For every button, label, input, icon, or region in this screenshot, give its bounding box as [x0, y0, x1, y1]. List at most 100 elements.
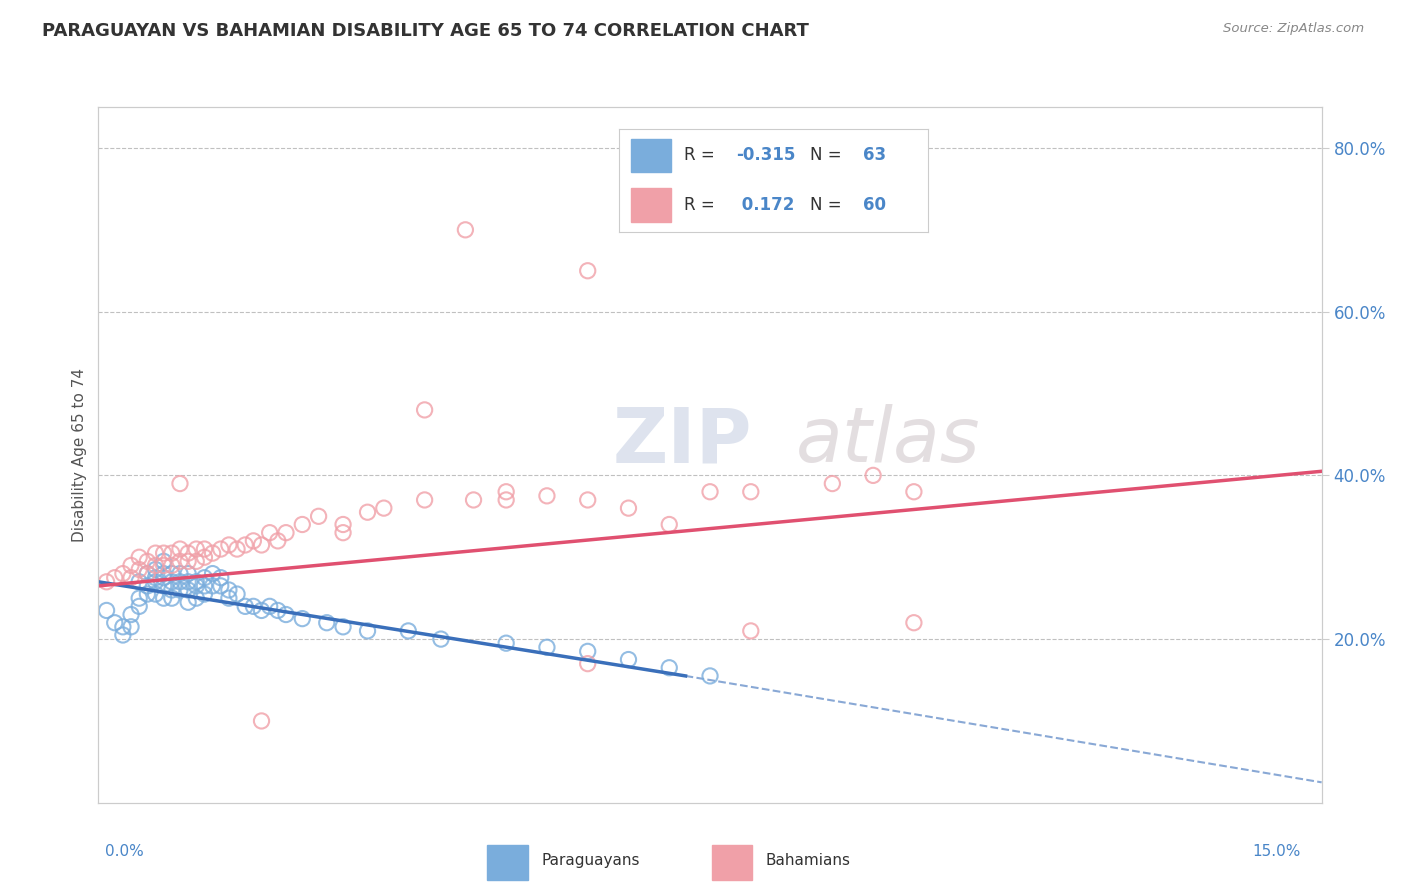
Point	[454, 223, 477, 237]
Point	[160, 591, 183, 606]
Point	[226, 542, 249, 557]
Point	[160, 546, 183, 560]
Point	[193, 542, 215, 557]
Point	[740, 484, 762, 499]
Point	[903, 484, 925, 499]
Point	[250, 538, 273, 552]
Point	[740, 624, 762, 638]
Point	[104, 571, 127, 585]
Point	[152, 546, 174, 560]
Point	[169, 582, 191, 597]
FancyBboxPatch shape	[711, 845, 752, 880]
Text: 15.0%: 15.0%	[1253, 845, 1301, 859]
Point	[576, 644, 599, 658]
Point	[413, 492, 436, 507]
Point	[177, 574, 200, 589]
Point	[136, 579, 159, 593]
Point	[536, 640, 558, 655]
Point	[209, 571, 232, 585]
FancyBboxPatch shape	[486, 845, 527, 880]
Point	[315, 615, 337, 630]
Point	[169, 542, 191, 557]
Point	[332, 620, 354, 634]
Text: N =: N =	[810, 195, 848, 214]
Point	[396, 624, 419, 638]
Point	[576, 657, 599, 671]
Point	[104, 615, 127, 630]
Point	[658, 517, 681, 532]
Point	[658, 661, 681, 675]
Point	[495, 492, 517, 507]
Point	[152, 571, 174, 585]
Point	[218, 582, 240, 597]
Point	[259, 599, 281, 614]
Point	[699, 669, 721, 683]
Text: R =: R =	[683, 195, 720, 214]
Point	[373, 501, 395, 516]
Point	[430, 632, 453, 646]
Point	[233, 538, 256, 552]
Point	[160, 582, 183, 597]
Point	[186, 579, 208, 593]
Point	[177, 582, 200, 597]
Point	[308, 509, 330, 524]
Point	[136, 587, 159, 601]
Point	[193, 579, 215, 593]
Point	[356, 624, 378, 638]
Point	[96, 574, 118, 589]
Point	[903, 615, 925, 630]
Point	[136, 566, 159, 581]
Point	[186, 554, 208, 568]
Point	[169, 476, 191, 491]
Text: R =: R =	[683, 146, 720, 164]
Point	[463, 492, 485, 507]
Point	[259, 525, 281, 540]
Point	[177, 566, 200, 581]
Text: Paraguayans: Paraguayans	[541, 854, 640, 868]
FancyBboxPatch shape	[631, 188, 671, 221]
Point	[136, 566, 159, 581]
Point	[250, 603, 273, 617]
Point	[169, 566, 191, 581]
Point	[201, 566, 224, 581]
Point	[152, 579, 174, 593]
Point	[177, 546, 200, 560]
Point	[250, 714, 273, 728]
Point	[145, 562, 167, 576]
Point	[169, 554, 191, 568]
Point	[145, 558, 167, 573]
Point	[209, 579, 232, 593]
Point	[120, 558, 142, 573]
Point	[128, 550, 150, 565]
Point	[218, 538, 240, 552]
Point	[242, 533, 264, 548]
Point	[186, 591, 208, 606]
Point	[186, 574, 208, 589]
Point	[495, 636, 517, 650]
Point	[152, 591, 174, 606]
Point	[226, 587, 249, 601]
Point	[186, 542, 208, 557]
Point	[152, 558, 174, 573]
Point	[233, 599, 256, 614]
Point	[111, 620, 134, 634]
Point	[862, 468, 884, 483]
Point	[536, 489, 558, 503]
Point	[128, 562, 150, 576]
Point	[152, 554, 174, 568]
Point	[169, 574, 191, 589]
Point	[617, 652, 640, 666]
Point	[193, 571, 215, 585]
Point	[209, 542, 232, 557]
Point	[96, 603, 118, 617]
Point	[267, 603, 290, 617]
FancyBboxPatch shape	[631, 138, 671, 172]
Text: Source: ZipAtlas.com: Source: ZipAtlas.com	[1223, 22, 1364, 36]
Text: 0.0%: 0.0%	[105, 845, 145, 859]
Text: 60: 60	[863, 195, 886, 214]
Point	[120, 571, 142, 585]
Point	[274, 607, 297, 622]
Point	[160, 566, 183, 581]
Text: PARAGUAYAN VS BAHAMIAN DISABILITY AGE 65 TO 74 CORRELATION CHART: PARAGUAYAN VS BAHAMIAN DISABILITY AGE 65…	[42, 22, 808, 40]
Point	[617, 501, 640, 516]
